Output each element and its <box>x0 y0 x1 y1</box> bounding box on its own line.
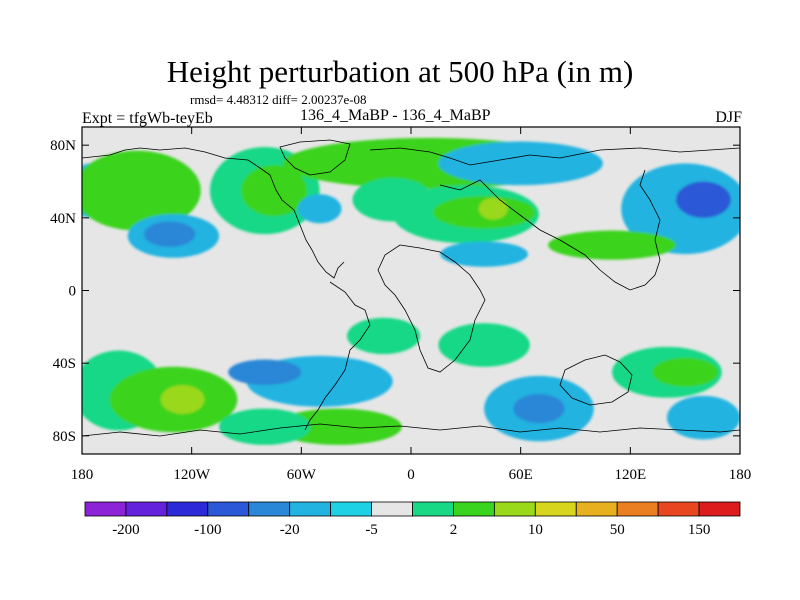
colorbar: -200 -100 -20 -5 2 10 50 150 <box>84 501 741 538</box>
perturbation-fields <box>82 137 740 445</box>
chart-title: Height perturbation at 500 hPa (in m) <box>166 54 634 89</box>
y-tick-label: 80S <box>53 429 76 445</box>
perturbation-region-2 <box>82 150 201 231</box>
x-tick-label: 60E <box>509 467 533 483</box>
x-tick-label: 0 <box>407 467 415 483</box>
perturbation-region-18 <box>347 317 421 355</box>
colorbar-swatch-6 <box>330 501 372 517</box>
colorbar-label: -100 <box>194 522 222 538</box>
stats-label: rmsd= 4.48312 diff= 2.00237e-08 <box>190 92 367 107</box>
colorbar-swatch-5 <box>289 501 332 517</box>
perturbation-region-19 <box>438 323 530 367</box>
colorbar-swatch-14 <box>657 501 700 517</box>
x-tick-label: 120W <box>173 467 211 483</box>
coastline-africa <box>377 244 486 373</box>
coastline-australia <box>559 354 633 406</box>
perturbation-region-30 <box>652 357 719 387</box>
colorbar-swatch-1 <box>125 501 168 517</box>
coastlines <box>82 139 740 437</box>
perturbation-region-4 <box>144 221 196 247</box>
perturbation-region-26 <box>219 408 311 445</box>
colorbar-swatch-13 <box>616 501 659 517</box>
season-label: DJF <box>715 109 742 126</box>
perturbation-region-6 <box>241 165 307 217</box>
colorbar-swatch-15 <box>698 501 741 517</box>
perturbation-region-24 <box>228 359 302 385</box>
y-tick-label: 40S <box>53 356 76 372</box>
colorbar-swatch-2 <box>166 501 209 517</box>
colorbar-label: 150 <box>688 522 711 538</box>
perturbation-region-25 <box>273 408 402 445</box>
difference-label: 136_4_MaBP - 136_4_MaBP <box>300 107 491 124</box>
colorbar-swatch-10 <box>493 501 536 517</box>
colorbar-swatch-9 <box>453 501 495 517</box>
perturbation-region-28 <box>513 394 565 424</box>
perturbation-region-13 <box>438 141 603 186</box>
coastline-antarctica <box>82 423 740 437</box>
perturbation-region-22 <box>160 384 205 415</box>
colorbar-label: -20 <box>280 522 300 538</box>
colorbar-label: -200 <box>112 522 140 538</box>
x-tick-label: 180 <box>71 467 94 483</box>
coastline-europe-asia <box>369 147 740 291</box>
coastline-north-america <box>82 147 345 279</box>
coastline-south-america <box>304 281 371 431</box>
colorbar-swatch-8 <box>412 501 454 517</box>
colorbar-label: 2 <box>450 522 458 538</box>
coastline-greenland <box>279 139 351 176</box>
colorbar-swatch-11 <box>534 501 577 517</box>
experiment-label: Expt = tfgWb-teyEb <box>82 110 213 127</box>
colorbar-swatch-4 <box>248 501 291 517</box>
colorbar-label: 10 <box>528 522 543 538</box>
x-tick-label: 60W <box>287 467 317 483</box>
perturbation-region-17 <box>548 230 677 260</box>
perturbation-region-7 <box>297 194 342 224</box>
colorbar-swatch-0 <box>84 501 127 517</box>
y-tick-label: 0 <box>69 284 77 300</box>
perturbation-region-16 <box>676 181 731 218</box>
x-tick-label: 120E <box>614 467 646 483</box>
y-tick-label: 40N <box>50 211 76 227</box>
x-tick-label: 180 <box>729 467 752 483</box>
perturbation-region-12 <box>478 197 508 220</box>
colorbar-swatch-7 <box>371 501 413 517</box>
colorbar-label: -5 <box>365 522 378 538</box>
colorbar-label: 50 <box>610 522 625 538</box>
y-tick-label: 80N <box>50 138 76 154</box>
perturbation-region-14 <box>440 241 528 267</box>
colorbar-swatch-3 <box>207 501 250 517</box>
perturbation-region-31 <box>666 395 740 440</box>
colorbar-swatch-12 <box>575 501 618 517</box>
axis-ticks: 180 120W 60W 0 60E 120E 180 80N 40N 0 40S 80S <box>50 127 751 483</box>
